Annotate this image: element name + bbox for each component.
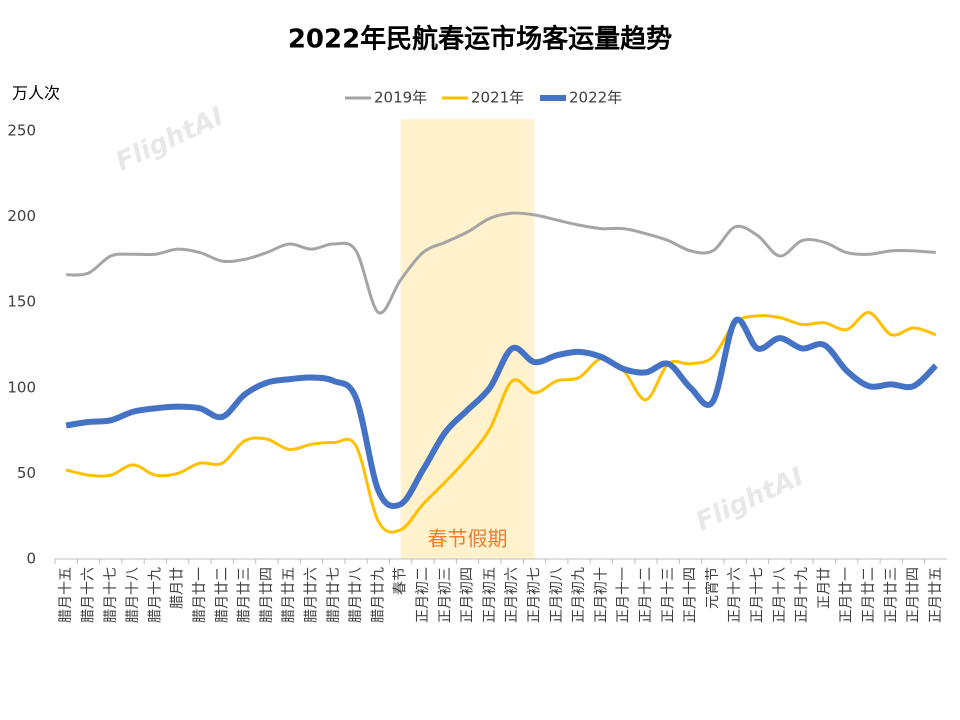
y-tick-label: 0 (26, 550, 36, 568)
series-line (65, 310, 937, 534)
x-tick-label: 腊月廿六 (303, 567, 319, 623)
chart-title: 2022年民航春运市场客运量趋势 (288, 24, 672, 55)
y-tick-label: 50 (17, 464, 36, 482)
y-tick-label: 100 (7, 378, 36, 396)
series-line (66, 211, 936, 315)
x-tick-label: 正月初九 (570, 567, 587, 623)
x-tick-label: 正月初五 (481, 567, 498, 623)
x-tick-label: 腊月十六 (80, 567, 96, 623)
x-tick-label: 正月初三 (436, 567, 453, 623)
x-tick-label: 正月廿四 (906, 567, 922, 623)
watermark: FlightAI (691, 462, 808, 538)
x-tick-label: 腊月廿九 (370, 567, 386, 623)
x-tick-label: 腊月廿五 (281, 567, 297, 623)
x-tick-label: 正月十七 (749, 567, 765, 623)
x-tick-label: 腊月廿一 (192, 567, 208, 623)
x-tick-label: 正月初七 (525, 567, 542, 623)
x-tick-label: 腊月廿四 (259, 567, 275, 623)
x-tick-label: 正月廿五 (928, 567, 944, 623)
x-tick-label: 腊月廿三 (237, 567, 253, 623)
x-tick-label: 腊月廿二 (214, 567, 230, 623)
x-tick-label: 正月十一 (616, 567, 632, 623)
y-tick-label: 150 (7, 293, 36, 311)
x-tick-label: 元宵节 (704, 567, 721, 609)
x-tick-label: 正月廿二 (861, 567, 877, 623)
x-tick-label: 腊月廿 (170, 567, 186, 609)
x-tick-label: 腊月十五 (58, 567, 74, 623)
x-tick-label: 正月廿一 (839, 567, 855, 623)
legend-label: 2019年 (374, 89, 427, 107)
legend-label: 2021年 (471, 89, 524, 107)
x-tick-label: 正月初八 (548, 567, 565, 623)
x-tick-label: 正月十六 (727, 567, 743, 623)
x-tick-label: 春节 (393, 567, 409, 595)
x-tick-label: 正月十九 (794, 567, 810, 623)
x-tick-label: 腊月十九 (147, 567, 163, 623)
x-tick-label: 正月初四 (459, 567, 476, 623)
y-axis-label: 万人次 (12, 84, 60, 103)
x-tick-label: 腊月十七 (103, 567, 119, 623)
y-tick-label: 250 (7, 122, 36, 140)
x-tick-label: 正月十三 (660, 567, 676, 623)
x-tick-label: 正月十二 (638, 567, 654, 623)
holiday-band (400, 119, 535, 559)
x-tick-label: 腊月廿八 (348, 567, 364, 623)
x-tick-label: 腊月廿七 (326, 567, 342, 623)
x-tick-label: 正月初十 (592, 567, 609, 623)
legend-label: 2022年 (569, 89, 622, 107)
band-label: 春节假期 (428, 527, 508, 551)
x-tick-label: 腊月十八 (125, 567, 141, 623)
x-tick-label: 正月廿 (816, 567, 832, 609)
x-tick-label: 正月初二 (414, 567, 431, 623)
series-line (65, 316, 938, 510)
x-tick-label: 正月廿三 (883, 567, 899, 623)
y-tick-label: 200 (7, 207, 36, 225)
x-tick-label: 正月十四 (683, 567, 699, 623)
watermark: FlightAI (111, 102, 228, 178)
x-tick-label: 正月初六 (503, 567, 520, 623)
x-tick-label: 正月十八 (772, 567, 788, 623)
